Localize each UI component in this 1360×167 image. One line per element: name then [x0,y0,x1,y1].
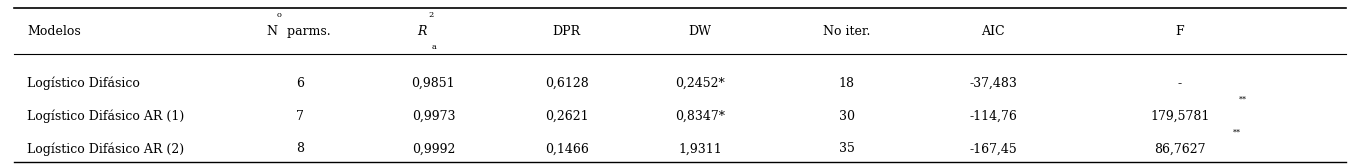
Text: Logístico Difásico AR (2): Logístico Difásico AR (2) [27,142,184,156]
Text: F: F [1175,25,1185,38]
Text: 18: 18 [839,77,854,90]
Text: R: R [418,25,427,38]
Text: N: N [267,25,277,38]
Text: -: - [1178,77,1182,90]
Text: -167,45: -167,45 [970,142,1017,155]
Text: 1,9311: 1,9311 [679,142,722,155]
Text: 0,9973: 0,9973 [412,110,456,123]
Text: 2: 2 [428,11,434,19]
Text: DPR: DPR [552,25,581,38]
Text: 35: 35 [839,142,854,155]
Text: No iter.: No iter. [823,25,870,38]
Text: 0,1466: 0,1466 [545,142,589,155]
Text: 30: 30 [839,110,854,123]
Text: Modelos: Modelos [27,25,80,38]
Text: **: ** [1234,129,1242,137]
Text: -114,76: -114,76 [970,110,1017,123]
Text: o: o [276,11,282,19]
Text: 0,2452*: 0,2452* [675,77,725,90]
Text: 179,5781: 179,5781 [1151,110,1209,123]
Text: 8: 8 [296,142,305,155]
Text: -37,483: -37,483 [970,77,1017,90]
Text: a: a [432,43,437,51]
Text: 0,9992: 0,9992 [412,142,456,155]
Text: AIC: AIC [982,25,1005,38]
Text: 0,6128: 0,6128 [545,77,589,90]
Text: 0,8347*: 0,8347* [675,110,725,123]
Text: **: ** [1239,96,1247,104]
Text: DW: DW [688,25,711,38]
Text: Logístico Difásico: Logístico Difásico [27,77,140,90]
Text: 86,7627: 86,7627 [1155,142,1205,155]
Text: parms.: parms. [283,25,330,38]
Text: 7: 7 [296,110,305,123]
Text: 6: 6 [296,77,305,90]
Text: 0,9851: 0,9851 [412,77,456,90]
Text: 0,2621: 0,2621 [545,110,589,123]
Text: Logístico Difásico AR (1): Logístico Difásico AR (1) [27,110,184,123]
